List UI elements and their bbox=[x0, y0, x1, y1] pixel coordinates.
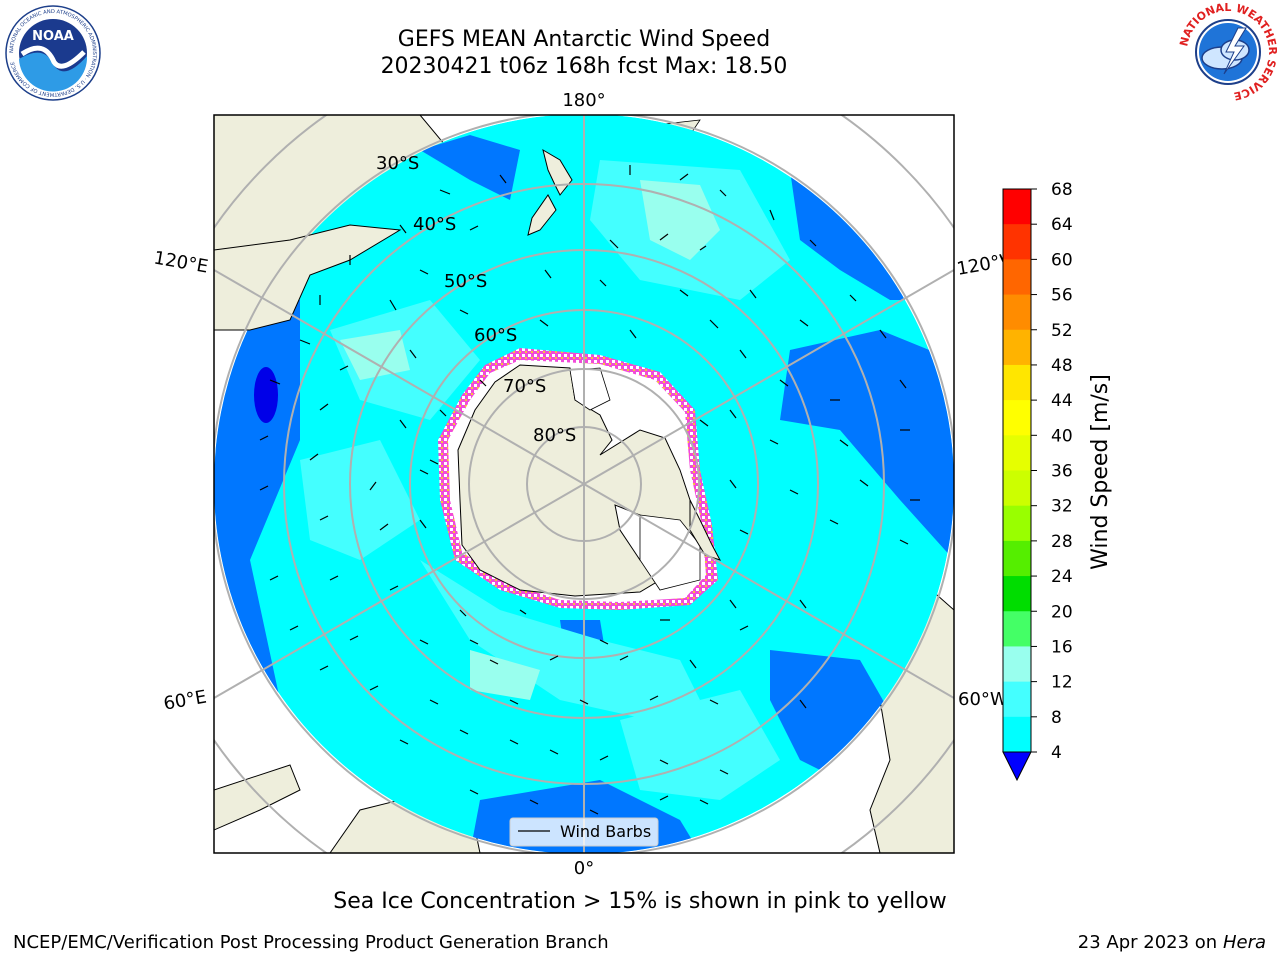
colorbar-segment bbox=[1003, 716, 1031, 753]
legend-label: Wind Barbs bbox=[560, 822, 651, 841]
colorbar-segment bbox=[1003, 329, 1031, 366]
lat-label-30s: 30°S bbox=[376, 153, 419, 174]
colorbar-tick-label: 4 bbox=[1051, 743, 1062, 763]
colorbar-tick-label: 48 bbox=[1051, 356, 1073, 376]
map-title: GEFS MEAN Antarctic Wind Speed bbox=[397, 27, 771, 52]
wind-barbs-legend bbox=[509, 817, 659, 847]
colorbar-segment bbox=[1003, 505, 1031, 542]
wind-barbs bbox=[259, 165, 920, 815]
colorbar-tick-label: 60 bbox=[1051, 250, 1073, 270]
noaa-logo: NATIONAL OCEANIC AND ATMOSPHERIC ADMINIS… bbox=[5, 5, 101, 101]
colorbar-tick-label: 24 bbox=[1051, 567, 1073, 587]
svg-text:NOAA: NOAA bbox=[32, 29, 74, 44]
lat-label-70s: 70°S bbox=[503, 376, 546, 397]
lon-label-0: 0° bbox=[574, 858, 594, 879]
wind-map: 30°S 40°S 50°S 60°S 70°S 80°S Wind Barbs… bbox=[152, 90, 1113, 879]
colorbar-segment bbox=[1003, 576, 1031, 612]
colorbar-tick-label: 64 bbox=[1051, 215, 1073, 235]
colorbar-tick-label: 20 bbox=[1051, 602, 1073, 622]
colorbar-segment bbox=[1003, 189, 1031, 225]
lon-label-60w: 60°W bbox=[958, 689, 1008, 710]
sea-ice-note: Sea Ice Concentration > 15% is shown in … bbox=[333, 889, 947, 914]
lon-label-120e: 120°E bbox=[152, 247, 210, 277]
colorbar-segment bbox=[1003, 470, 1031, 507]
colorbar: 68 64 60 56 52 48 44 40 36 32 28 24 20 16 12 8 4 Wind Sp… bbox=[1002, 180, 1113, 782]
colorbar-segment bbox=[1003, 681, 1031, 718]
lon-label-180: 180° bbox=[562, 90, 605, 111]
colorbar-segment bbox=[1003, 224, 1031, 260]
map-frame bbox=[213, 114, 955, 854]
colorbar-tick-label: 8 bbox=[1051, 708, 1062, 728]
colorbar-tick-label: 16 bbox=[1051, 637, 1073, 657]
colorbar-tick-label: 44 bbox=[1051, 391, 1073, 411]
colorbar-segment bbox=[1003, 294, 1031, 331]
colorbar-tick-label: 52 bbox=[1051, 321, 1073, 341]
lat-label-80s: 80°S bbox=[533, 425, 576, 446]
colorbar-tick-label: 12 bbox=[1051, 673, 1073, 693]
nws-logo: NATIONAL WEATHER SERVICE bbox=[1178, 2, 1278, 102]
colorbar-segment bbox=[1003, 435, 1031, 471]
colorbar-segment bbox=[1003, 540, 1031, 577]
colorbar-tick-label: 36 bbox=[1051, 462, 1073, 482]
colorbar-label: Wind Speed [m/s] bbox=[1088, 374, 1113, 570]
footer-date: 23 Apr 2023 on Hera bbox=[1077, 932, 1266, 953]
colorbar-segment bbox=[1003, 364, 1031, 401]
lat-label-40s: 40°S bbox=[413, 214, 456, 235]
colorbar-tick-label: 68 bbox=[1051, 180, 1073, 200]
colorbar-segment bbox=[1003, 259, 1031, 296]
colorbar-tick-label: 40 bbox=[1051, 426, 1073, 446]
colorbar-tick-label: 28 bbox=[1051, 532, 1073, 552]
colorbar-segment bbox=[1003, 400, 1031, 436]
lon-label-60e: 60°E bbox=[162, 686, 208, 714]
lat-label-50s: 50°S bbox=[444, 271, 487, 292]
map-subtitle: 20230421 t06z 168h fcst Max: 18.50 bbox=[380, 54, 788, 79]
colorbar-tick-label: 32 bbox=[1051, 497, 1073, 517]
colorbar-segment bbox=[1003, 646, 1031, 683]
colorbar-tick-label: 56 bbox=[1051, 286, 1073, 306]
colorbar-segment bbox=[1003, 611, 1031, 647]
lat-label-60s: 60°S bbox=[474, 325, 517, 346]
footer-branch: NCEP/EMC/Verification Post Processing Pr… bbox=[13, 932, 609, 953]
